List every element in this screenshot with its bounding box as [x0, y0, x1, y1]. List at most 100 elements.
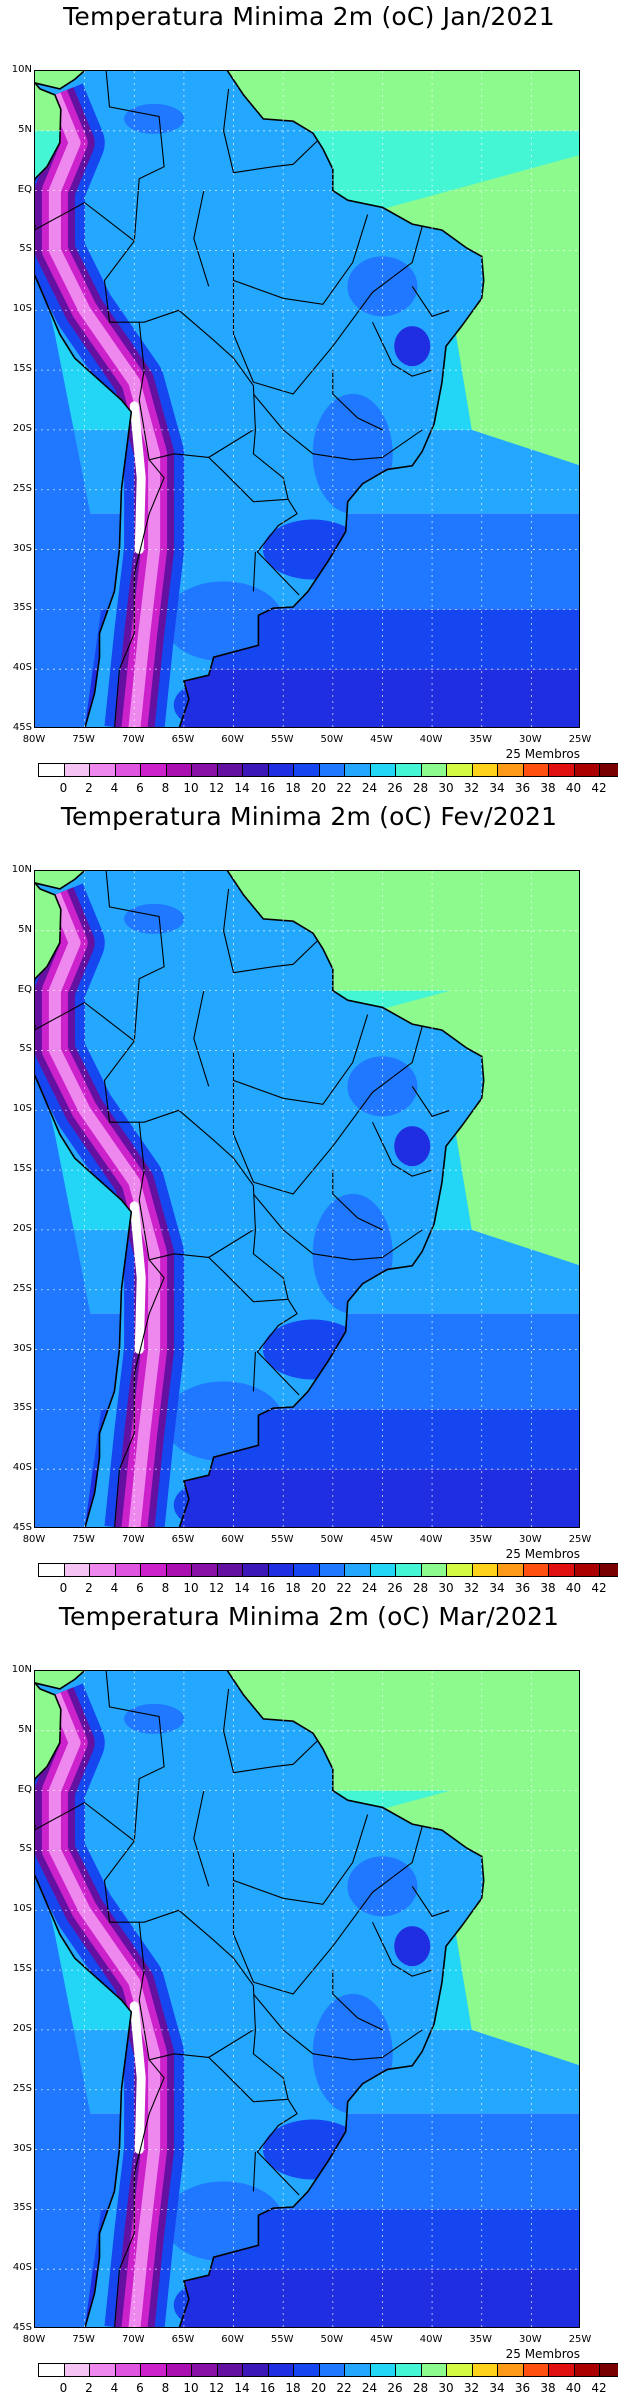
- colorbar-tick-label: 36: [514, 2381, 531, 2395]
- temperature-map: [34, 1670, 580, 2328]
- colorbar-tick-label: 2: [85, 781, 93, 795]
- colorbar-tick-label: 10: [183, 1581, 199, 1595]
- map-panel: Temperatura Minima 2m (oC) Mar/2021 10N 5N…: [0, 1600, 618, 2400]
- lon-tick-label: 25W: [568, 2334, 592, 2345]
- lat-tick-label: 25S: [12, 1282, 32, 1294]
- colorbar-swatch: [166, 764, 192, 776]
- colorbar-tick-label: 16: [259, 2381, 276, 2395]
- colorbar-tick-label: 28: [412, 1581, 429, 1595]
- colorbar-tick-label: 0: [59, 2381, 68, 2395]
- lat-tick-label: 40S: [12, 1462, 32, 1474]
- lon-tick-label: 35W: [469, 1534, 493, 1545]
- colorbar-tick-label: 8: [161, 2381, 170, 2395]
- colorbar-tick-label: 26: [387, 781, 403, 795]
- colorbar-tick-label: 6: [136, 781, 144, 795]
- colorbar-tick-label: 40: [565, 1581, 582, 1595]
- colorbar-tick-label: 10: [183, 781, 199, 795]
- lon-tick-label: 25W: [568, 1534, 592, 1545]
- colorbar-swatch: [141, 1564, 167, 1576]
- colorbar-tick-label: 6: [136, 2381, 144, 2395]
- colorbar-tick-label: 12: [208, 1581, 225, 1595]
- temperature-map: [34, 870, 580, 1528]
- colorbar-swatch: [243, 764, 269, 776]
- colorbar-tick-label: 28: [412, 2381, 429, 2395]
- colorbar-tick-label: 16: [259, 1581, 276, 1595]
- colorbar-swatch: [396, 764, 422, 776]
- colorbar-tick-label: 26: [387, 2381, 403, 2395]
- lat-tick-label: 35S: [12, 1402, 32, 1414]
- colorbar-swatch: [523, 1564, 549, 1576]
- colorbar-swatch: [396, 1564, 422, 1576]
- colorbar-swatch: [370, 1564, 396, 1576]
- colorbar-swatch: [294, 1564, 320, 1576]
- lon-tick-label: 45W: [370, 1534, 393, 1545]
- lat-tick-label: 5S: [19, 1843, 32, 1855]
- members-label: 25 Membros: [505, 747, 580, 761]
- lat-tick-label: 5S: [19, 243, 32, 255]
- colorbar-tick-label: 42: [591, 781, 607, 795]
- lat-tick-label: 25S: [12, 482, 32, 494]
- colorbar-tick-label: 26: [387, 1581, 403, 1595]
- colorbar-swatch: [115, 2364, 141, 2376]
- lon-tick-label: 75W: [72, 2334, 95, 2345]
- colorbar-tick-label: 32: [463, 2381, 480, 2395]
- colorbar-swatch: [217, 1564, 243, 1576]
- colorbar-swatch: [319, 2364, 345, 2376]
- lon-tick-label: 80W: [22, 1534, 46, 1545]
- colorbar-swatch: [574, 1564, 600, 1576]
- colorbar-swatch: [64, 1564, 90, 1576]
- colorbar-swatch: [39, 1564, 65, 1576]
- lon-tick-label: 55W: [270, 734, 294, 745]
- colorbar-tick-label: 38: [540, 2381, 556, 2395]
- colorbar-tick-label: 30: [438, 2381, 454, 2395]
- lon-tick-label: 45W: [370, 734, 393, 745]
- colorbar-tick-label: 42: [591, 1581, 607, 1595]
- colorbar-tick-label: 22: [336, 1581, 352, 1595]
- lat-tick-label: 20S: [12, 422, 32, 434]
- colorbar-swatch: [294, 2364, 320, 2376]
- lon-tick-label: 30W: [519, 1534, 542, 1545]
- colorbar-tick-label: 0: [59, 781, 68, 795]
- colorbar-tick-label: 24: [361, 781, 378, 795]
- lon-tick-label: 60W: [221, 734, 244, 745]
- colorbar-tick-label: 22: [336, 781, 352, 795]
- colorbar-tick-label: 8: [161, 1581, 170, 1595]
- lon-tick-label: 70W: [121, 2334, 145, 2345]
- colorbar: [38, 1563, 618, 1577]
- lat-tick-label: 10S: [12, 303, 32, 315]
- map-canvas: [35, 1671, 579, 2327]
- colorbar-swatch: [166, 2364, 192, 2376]
- lat-tick-label: EQ: [17, 183, 32, 195]
- lon-tick-label: 35W: [469, 2334, 493, 2345]
- colorbar-swatch: [549, 1564, 575, 1576]
- colorbar-tick-label: 30: [438, 781, 454, 795]
- lat-tick-label: 40S: [12, 2262, 32, 2274]
- lon-tick-label: 75W: [72, 1534, 95, 1545]
- lat-tick-label: 15S: [12, 1963, 32, 1975]
- colorbar-swatch: [447, 1564, 473, 1576]
- lat-tick-label: 15S: [12, 1163, 32, 1175]
- lon-tick-label: 25W: [568, 734, 592, 745]
- lat-tick-label: 10S: [12, 1903, 32, 1915]
- colorbar-swatch: [39, 2364, 65, 2376]
- colorbar-swatch: [115, 764, 141, 776]
- colorbar-tick-label: 30: [438, 1581, 454, 1595]
- colorbar-swatch: [421, 1564, 447, 1576]
- colorbar-swatch: [447, 764, 473, 776]
- colorbar-swatch: [549, 2364, 575, 2376]
- colorbar-swatch: [370, 764, 396, 776]
- colorbar-tick-label: 10: [183, 2381, 199, 2395]
- colorbar-tick-label: 38: [540, 1581, 556, 1595]
- panel-title: Temperatura Minima 2m (oC) Jan/2021: [63, 2, 555, 31]
- members-label: 25 Membros: [505, 2347, 580, 2361]
- lat-tick-label: 45S: [12, 722, 32, 733]
- colorbar-swatch: [217, 764, 243, 776]
- colorbar-tick-label: 18: [285, 1581, 301, 1595]
- colorbar-swatch: [90, 1564, 116, 1576]
- colorbar-swatch: [64, 2364, 90, 2376]
- lon-tick-label: 55W: [270, 2334, 294, 2345]
- colorbar-swatch: [141, 764, 167, 776]
- lon-tick-label: 40W: [419, 734, 443, 745]
- lat-tick-label: 5N: [18, 923, 32, 935]
- colorbar-tick-label: 12: [208, 781, 225, 795]
